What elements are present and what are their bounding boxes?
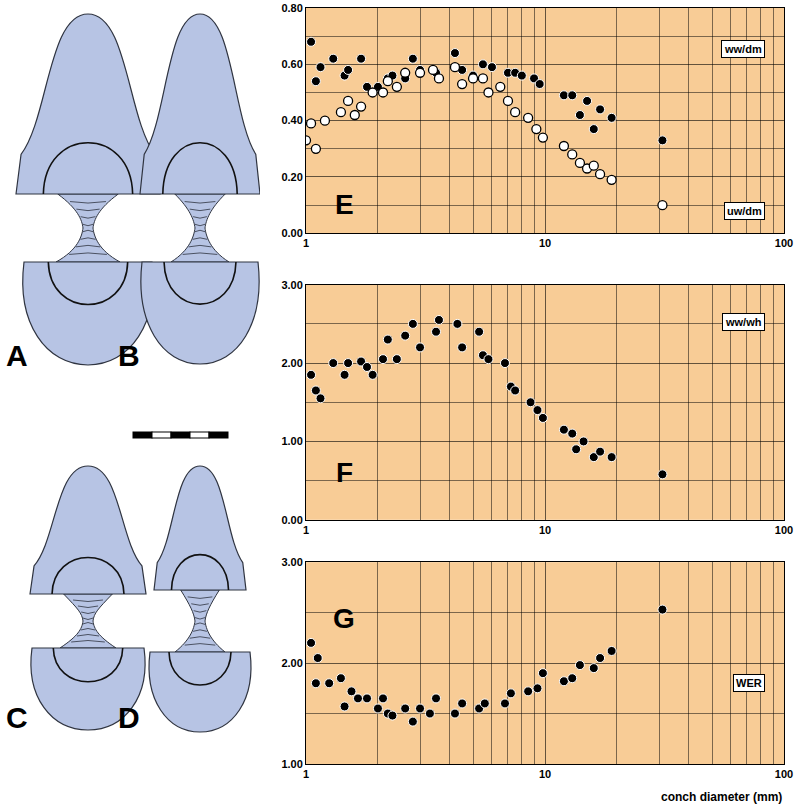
- svg-text:1.00: 1.00: [281, 435, 302, 447]
- svg-text:0.80: 0.80: [281, 2, 302, 14]
- svg-text:1: 1: [303, 524, 309, 536]
- svg-text:10: 10: [539, 237, 551, 249]
- svg-text:2.00: 2.00: [281, 657, 302, 669]
- svg-text:2.00: 2.00: [281, 357, 302, 369]
- svg-text:uw/dm: uw/dm: [727, 205, 762, 217]
- svg-text:3.00: 3.00: [281, 556, 302, 568]
- svg-text:WER: WER: [736, 677, 762, 689]
- svg-text:10: 10: [539, 768, 551, 780]
- svg-text:1.00: 1.00: [281, 758, 302, 770]
- svg-text:100: 100: [775, 768, 793, 780]
- svg-text:A: A: [6, 339, 28, 372]
- svg-text:G: G: [333, 603, 355, 634]
- svg-text:0.60: 0.60: [281, 58, 302, 70]
- svg-text:1: 1: [303, 237, 309, 249]
- svg-text:1: 1: [303, 768, 309, 780]
- svg-text:ww/dm: ww/dm: [724, 43, 762, 55]
- svg-text:B: B: [118, 339, 140, 372]
- svg-text:conch diameter (mm): conch diameter (mm): [661, 790, 782, 804]
- svg-text:F: F: [336, 457, 353, 488]
- svg-text:D: D: [118, 701, 140, 734]
- svg-text:3.00: 3.00: [281, 279, 302, 291]
- svg-text:C: C: [6, 701, 28, 734]
- svg-text:0.20: 0.20: [281, 171, 302, 183]
- svg-text:10: 10: [539, 524, 551, 536]
- svg-text:E: E: [335, 189, 354, 220]
- svg-text:0.40: 0.40: [281, 114, 302, 126]
- svg-text:ww/wh: ww/wh: [725, 316, 762, 328]
- svg-text:100: 100: [775, 237, 793, 249]
- svg-text:100: 100: [775, 524, 793, 536]
- svg-text:0.00: 0.00: [281, 514, 302, 526]
- svg-text:0.00: 0.00: [281, 227, 302, 239]
